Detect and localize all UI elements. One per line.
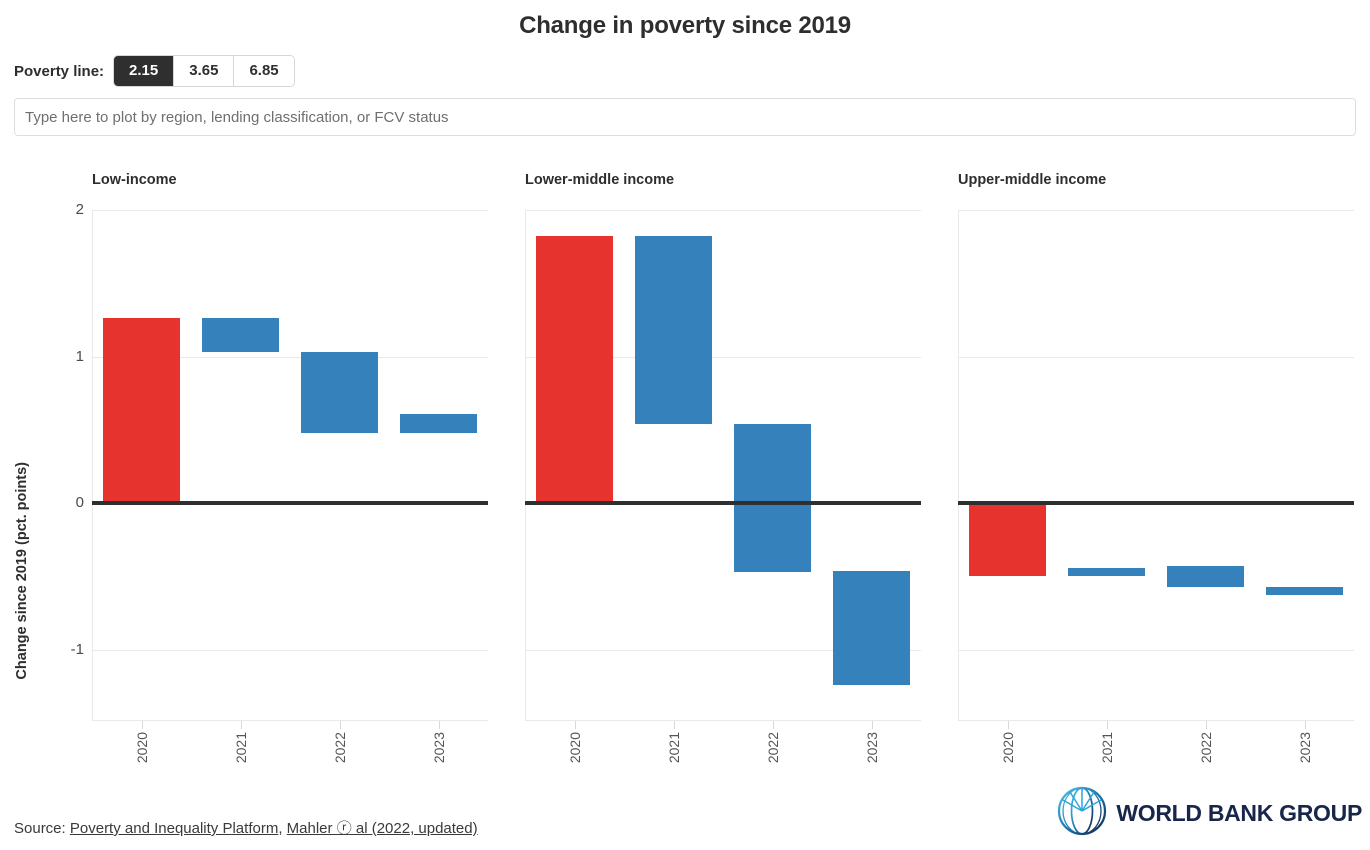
x-tick <box>240 721 242 729</box>
plot-bottom-border <box>958 720 1354 721</box>
poverty-line-button-group[interactable]: 2.15 3.65 6.85 <box>114 56 294 86</box>
y-axis-title: Change since 2019 (pct. points) <box>14 462 30 680</box>
x-tick-label: 2021 <box>665 732 682 764</box>
gridline <box>958 649 1354 651</box>
y-tick-label: 2 <box>75 201 84 218</box>
zero-line <box>525 501 921 506</box>
y-tick-label: 1 <box>75 347 84 365</box>
gridline <box>525 649 921 651</box>
panel-title: Low-income <box>92 172 177 188</box>
x-tick <box>1304 721 1306 729</box>
source-separator: , <box>278 820 287 837</box>
source-link-mahler[interactable]: Mahler ⓡ al (2022, updated) <box>286 820 478 837</box>
plot-bottom-border <box>525 720 921 721</box>
x-tick-label: 2020 <box>566 732 583 764</box>
x-tick-label: 2022 <box>1197 732 1214 764</box>
logo-text: WORLD BANK GROUP <box>1116 800 1362 826</box>
plot-area: 2020 2021 2022 2023 <box>92 210 488 763</box>
zero-line <box>958 501 1354 506</box>
plot-left-border <box>958 210 959 721</box>
y-axis-ticks: 2 1 0 -1 <box>50 162 84 722</box>
x-tick <box>1007 721 1009 729</box>
bar-2020[interactable] <box>969 503 1046 577</box>
plot-left-border <box>92 210 93 721</box>
bar-2020[interactable] <box>103 318 180 504</box>
bar-2022[interactable] <box>301 352 378 433</box>
world-bank-group-logo: WORLD BANK GROUP <box>1056 785 1362 842</box>
plot-left-border <box>525 210 526 721</box>
page-title: Change in poverty since 2019 <box>519 12 851 39</box>
poverty-line-control: Poverty line: 2.15 3.65 6.85 <box>14 56 1370 86</box>
panel-title: Upper-middle income <box>958 172 1107 188</box>
bar-2020[interactable] <box>536 236 613 504</box>
bar-2022[interactable] <box>734 423 811 572</box>
x-tick-label: 2020 <box>999 732 1016 764</box>
x-tick <box>772 721 774 729</box>
gridline <box>525 356 921 358</box>
x-tick-label: 2021 <box>232 732 249 764</box>
bar-2023[interactable] <box>400 413 477 433</box>
gridline <box>92 649 488 651</box>
bar-2021[interactable] <box>202 318 279 353</box>
bar-2023[interactable] <box>833 570 910 685</box>
x-tick <box>673 721 675 729</box>
x-tick-label: 2022 <box>764 732 781 764</box>
x-tick <box>574 721 576 729</box>
poverty-line-option-6-85[interactable]: 6.85 <box>234 56 294 86</box>
source-prefix: Source: <box>14 820 70 837</box>
y-tick-label: -1 <box>70 640 84 658</box>
gridline <box>92 356 488 358</box>
search-input[interactable] <box>14 98 1356 136</box>
source-link-pip[interactable]: Poverty and Inequality Platform <box>69 820 279 837</box>
chart-panel: Upper-middle income 2020 2021 2022 2023 <box>958 162 1354 763</box>
bar-2021[interactable] <box>1068 567 1145 577</box>
x-tick-label: 2023 <box>1296 732 1313 764</box>
zero-line <box>92 501 488 506</box>
x-tick <box>438 721 440 729</box>
gridline <box>92 210 488 211</box>
poverty-line-option-3-65[interactable]: 3.65 <box>174 56 235 86</box>
x-tick-label: 2023 <box>430 732 447 764</box>
y-tick-label: 0 <box>75 494 84 512</box>
bar-2021[interactable] <box>635 236 712 424</box>
poverty-line-option-2-15[interactable]: 2.15 <box>114 56 175 86</box>
gridline <box>525 210 921 211</box>
source-note: Source: Poverty and Inequality Platform,… <box>14 817 478 838</box>
plot-area: 2020 2021 2022 2023 <box>525 210 921 763</box>
x-tick <box>1205 721 1207 729</box>
x-tick <box>1106 721 1108 729</box>
x-tick-label: 2022 <box>331 732 348 764</box>
gridline <box>958 210 1354 211</box>
chart-panel: Low-income 2020 2021 2022 2023 <box>92 162 488 763</box>
panel-title: Lower-middle income <box>525 172 675 188</box>
x-tick-label: 2023 <box>863 732 880 764</box>
gridline <box>958 356 1354 358</box>
globe-icon <box>1056 785 1108 842</box>
x-tick-label: 2020 <box>133 732 150 764</box>
bar-2022[interactable] <box>1167 566 1244 587</box>
chart-area: Change since 2019 (pct. points) 2 1 0 -1 Lo… <box>0 162 1370 802</box>
x-tick-label: 2021 <box>1098 732 1115 764</box>
search-row <box>14 98 1356 136</box>
x-tick <box>141 721 143 729</box>
x-tick <box>339 721 341 729</box>
plot-area: 2020 2021 2022 2023 <box>958 210 1354 763</box>
bar-2023[interactable] <box>1266 586 1343 596</box>
plot-bottom-border <box>92 720 488 721</box>
poverty-line-label: Poverty line: <box>14 62 105 80</box>
x-tick <box>871 721 873 729</box>
chart-panel: Lower-middle income 2020 2021 2022 2023 <box>525 162 921 763</box>
